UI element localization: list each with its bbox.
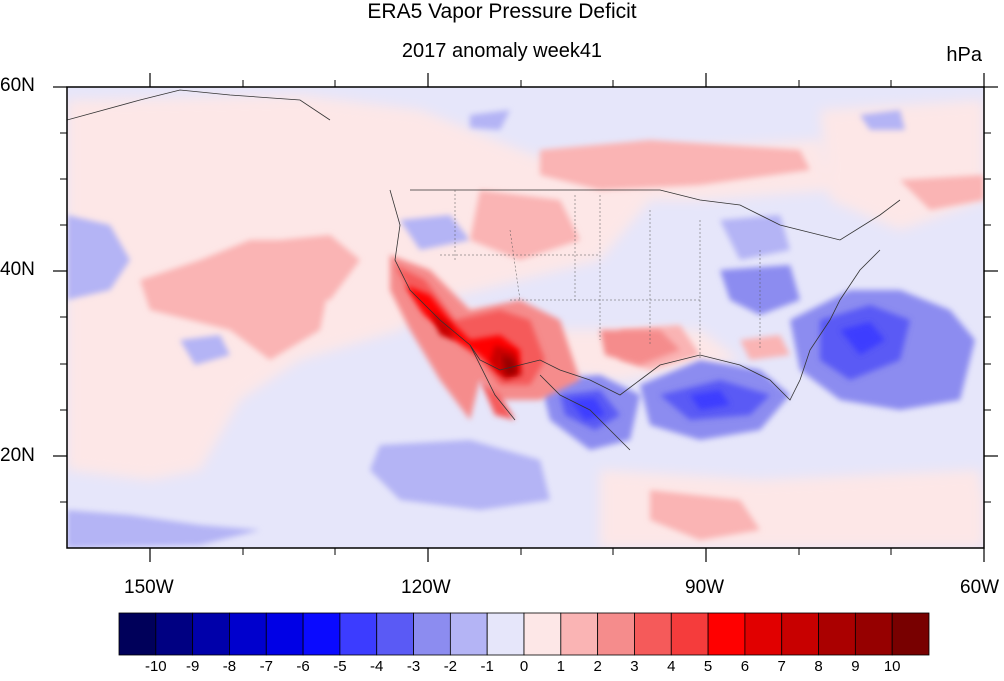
- lon-label-90w: 90W: [685, 577, 725, 598]
- anomaly-field: [67, 87, 984, 548]
- colorbar-swatch: [597, 612, 635, 656]
- colorbar-tick-label: 2: [593, 658, 602, 675]
- colorbar-tick-label: 9: [851, 658, 860, 675]
- colorbar-swatch: [413, 612, 451, 656]
- colorbar-tick-label: -5: [333, 658, 347, 675]
- lat-label-40n: 40N: [0, 259, 35, 280]
- lon-label-120w: 120W: [401, 577, 451, 598]
- colorbar-tick-label: -10: [144, 658, 167, 675]
- colorbar-tick-label: -3: [406, 658, 421, 675]
- colorbar-swatch: [634, 612, 672, 656]
- colorbar-swatch: [265, 612, 304, 656]
- colorbar-tick-label: 1: [556, 658, 565, 675]
- colorbar-tick-label: 4: [667, 658, 676, 675]
- lon-label-150w: 150W: [124, 577, 174, 598]
- lat-label-20n: 20N: [0, 445, 35, 466]
- colorbar-tick-label: 10: [883, 658, 901, 675]
- colorbar-tick-label: 5: [703, 658, 713, 675]
- colorbar-swatch: [449, 612, 488, 656]
- colorbar-tick-label: 8: [814, 658, 823, 675]
- colorbar-swatch: [229, 612, 267, 656]
- map-subtitle: 2017 anomaly week41: [401, 40, 603, 62]
- colorbar-swatch: [818, 612, 856, 656]
- colorbar-swatch: [854, 612, 893, 656]
- colorbar-swatch: [376, 612, 414, 656]
- colorbar-swatch: [155, 612, 194, 656]
- colorbar-tick-label: -4: [370, 658, 384, 675]
- minor-ticks: [60, 80, 991, 555]
- lon-label-60w: 60W: [960, 577, 1000, 598]
- colorbar-tick-label: 6: [740, 658, 750, 675]
- colorbar-swatch: [192, 612, 230, 656]
- colorbar-tick-label: -1: [480, 658, 494, 675]
- colorbar-tick-label: -8: [222, 658, 237, 675]
- colorbar-swatch: [486, 612, 525, 656]
- colorbar-swatch: [891, 612, 930, 656]
- colorbar-tick-label: -6: [296, 658, 310, 675]
- colorbar-tick-label: 3: [630, 658, 639, 675]
- colorbar-swatch: [523, 612, 562, 656]
- colorbar-swatch: [302, 612, 341, 656]
- colorbar-tick-label: 0: [519, 658, 529, 675]
- colorbar-swatch: [339, 612, 378, 656]
- colorbar-tick-label: -2: [443, 658, 458, 675]
- lat-label-60n: 60N: [0, 75, 35, 96]
- colorbar-tick-label: -7: [259, 658, 273, 675]
- colorbar-tick-label: 7: [777, 658, 786, 675]
- axis-ticks: [53, 73, 998, 562]
- colorbar-swatch: [560, 612, 599, 656]
- units-label: hPa: [946, 44, 982, 66]
- map-title: ERA5 Vapor Pressure Deficit: [367, 0, 637, 23]
- colorbar: [118, 612, 930, 656]
- colorbar-swatch: [118, 612, 157, 656]
- colorbar-tick-label: -9: [185, 658, 200, 675]
- colorbar-swatch: [781, 612, 819, 656]
- colorbar-swatch: [670, 612, 709, 656]
- colorbar-swatch: [744, 612, 783, 656]
- colorbar-swatch: [707, 612, 746, 656]
